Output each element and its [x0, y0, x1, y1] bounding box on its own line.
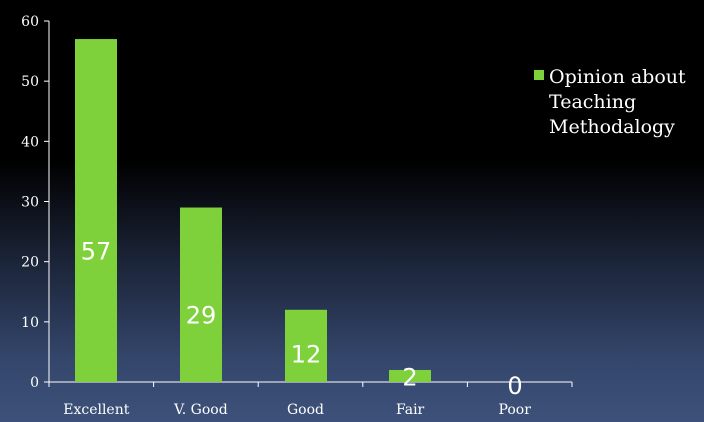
x-tick-label: Fair — [396, 402, 425, 418]
legend-label: Methodalogy — [549, 116, 675, 138]
x-tick-label: Excellent — [63, 402, 129, 418]
data-label: 57 — [81, 238, 112, 266]
y-tick-label: 10 — [21, 315, 39, 331]
y-tick-label: 30 — [21, 195, 39, 211]
y-tick-label: 0 — [30, 375, 39, 391]
data-label: 2 — [402, 363, 417, 391]
data-label: 0 — [507, 372, 522, 400]
y-tick-label: 50 — [21, 74, 39, 90]
bar — [389, 369, 431, 382]
data-label: 12 — [291, 341, 322, 369]
legend-label: Teaching — [549, 91, 636, 113]
data-label: 29 — [186, 302, 217, 330]
bar — [285, 309, 327, 382]
bar — [180, 207, 222, 382]
bar — [75, 39, 117, 383]
y-tick-label: 40 — [21, 134, 39, 150]
x-tick-label: Poor — [498, 402, 531, 418]
x-tick-label: V. Good — [173, 402, 228, 418]
y-tick-label: 60 — [21, 14, 39, 30]
legend-label: Opinion about — [549, 66, 686, 88]
x-tick-label: Good — [287, 402, 324, 418]
y-tick-label: 20 — [21, 255, 39, 271]
legend-swatch — [534, 70, 544, 80]
